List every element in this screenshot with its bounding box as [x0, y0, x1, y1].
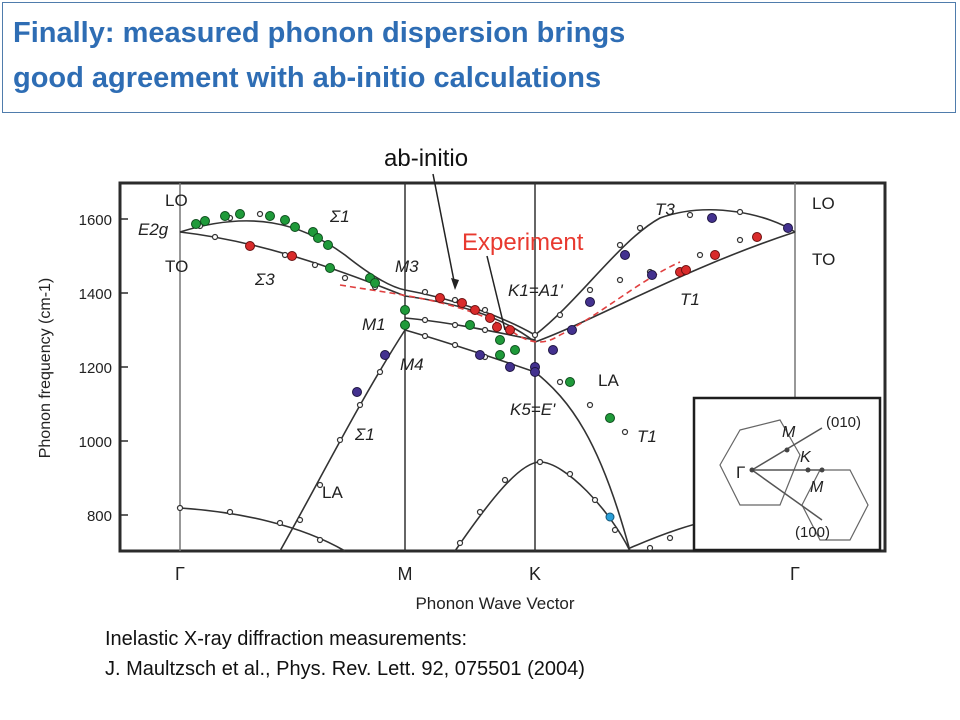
inset-arrow-100 [751, 469, 823, 521]
label-m3: M3 [395, 257, 419, 276]
y-axis-label: Phonon frequency (cm-1) [37, 278, 54, 459]
label-lo-right: LO [812, 194, 835, 213]
y-tick-label-800: 800 [87, 508, 112, 525]
branch-labels: LO E2g TO Σ1 Σ3 M3 M1 M4 K1=A1' K5=E' T3… [138, 191, 835, 502]
experiment-markers-green [191, 209, 615, 423]
inset-m-bottom-label: M [810, 479, 824, 496]
y-axis [120, 218, 128, 516]
label-lo-left: LO [165, 191, 188, 210]
inset-hexagon-left [719, 419, 801, 506]
calculated-point-markers [176, 208, 744, 552]
label-e2g: E2g [138, 220, 169, 239]
branch-ta-k [454, 461, 631, 552]
callout-experiment: Experiment [462, 229, 584, 256]
inset-gamma-label: Γ [736, 463, 745, 482]
inset-k-label: K [800, 449, 812, 466]
slide-title-line-2: good agreement with ab-initio calculatio… [13, 62, 602, 94]
y-tick-label-1400: 1400 [79, 286, 112, 303]
slide-title-line-1: Finally: measured phonon dispersion brin… [13, 17, 626, 49]
branch-to-gm [179, 231, 406, 297]
x-tick-k: K [529, 564, 541, 584]
callout-ab-initio: ab-initio [384, 145, 468, 172]
label-la-mk: LA [598, 371, 619, 390]
label-la-lower: LA [322, 483, 343, 502]
y-tick-label-1200: 1200 [79, 360, 112, 377]
label-to-right: TO [812, 250, 835, 269]
label-t1-lower: T1 [637, 427, 657, 446]
branch-to-kg [534, 231, 796, 343]
branch-m4-k [404, 329, 536, 373]
branch-lower-left [179, 507, 346, 552]
caption-line-1: Inelastic X-ray diffraction measurements… [105, 628, 468, 650]
x-tick-m: M [398, 564, 413, 584]
y-tick-label-1600: 1600 [79, 212, 112, 229]
inset-dir-010: (010) [826, 414, 861, 431]
branch-la-right [534, 371, 631, 552]
inset-brillouin-zone: Γ M K M (010) (100) [692, 396, 882, 552]
caption-line-2: J. Maultzsch et al., Phys. Rev. Lett. 92… [105, 658, 585, 680]
experiment-marker-blue [605, 512, 615, 522]
ab-initio-arrow [432, 173, 456, 287]
label-sigma3: Σ3 [254, 270, 275, 289]
inset-m-top-label: M [782, 424, 796, 441]
title-box: Finally: measured phonon dispersion brin… [2, 2, 956, 113]
x-axis-label: Phonon Wave Vector [415, 594, 574, 613]
x-tick-gamma-left: Γ [175, 564, 185, 584]
experiment-arrow [486, 255, 506, 331]
inset-dir-100: (100) [795, 524, 830, 541]
experiment-markers-red [245, 232, 762, 335]
y-tick-label-1000: 1000 [79, 434, 112, 451]
label-k1: K1=A1' [508, 281, 564, 300]
label-t1-right: T1 [680, 290, 700, 309]
branch-lo-kg [534, 209, 796, 336]
experiment-markers-purple [352, 213, 793, 397]
label-to-left: TO [165, 257, 188, 276]
label-m4: M4 [400, 355, 424, 374]
label-k5: K5=E' [510, 400, 556, 419]
x-tick-gamma-right: Γ [790, 564, 800, 584]
label-m1: M1 [362, 315, 386, 334]
label-t3: T3 [655, 200, 675, 219]
ab-initio-dashed-curve [339, 261, 681, 343]
ab-initio-arrowhead [451, 278, 459, 290]
label-sigma1-lower: Σ1 [354, 425, 375, 444]
label-sigma1-top: Σ1 [329, 207, 350, 226]
